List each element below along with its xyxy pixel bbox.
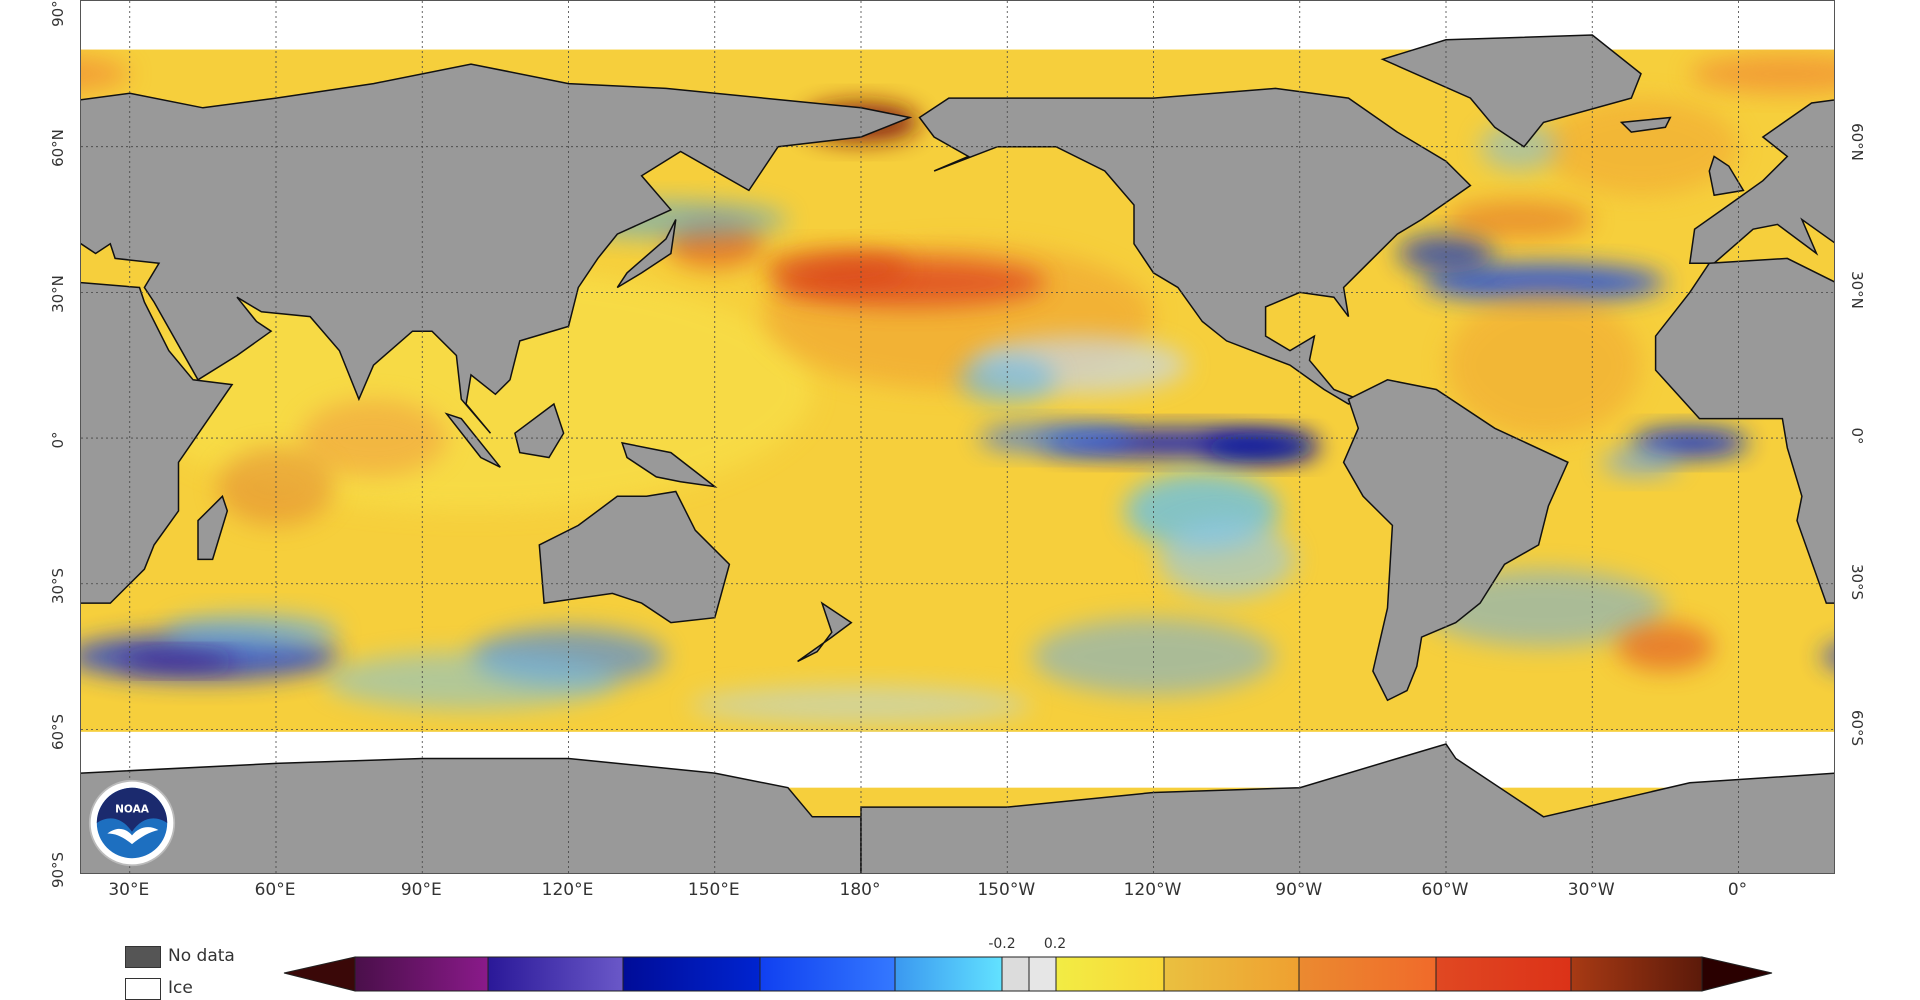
land-eurasia xyxy=(81,63,913,434)
colorbar-segment xyxy=(1570,956,1703,992)
colorbar-segment xyxy=(894,956,1003,992)
anomaly-patch xyxy=(1158,520,1295,599)
colorbar-segment xyxy=(622,956,761,992)
lat-label-90s: 90°S xyxy=(49,851,67,889)
anomaly-patch xyxy=(81,57,130,91)
lon-label: 120°E xyxy=(541,880,594,900)
lon-label: 90°E xyxy=(400,880,442,900)
land-eurasia xyxy=(1688,99,1834,264)
land-africa xyxy=(81,281,234,604)
map-canvas xyxy=(81,1,1834,873)
colorbar-segment xyxy=(1435,956,1572,992)
anomaly-patch xyxy=(300,399,447,477)
legend-label-no-data: No data xyxy=(168,946,235,966)
sst-anomaly-map xyxy=(80,0,1835,874)
land-newguinea xyxy=(620,441,718,488)
lat-label-60s: 60°S xyxy=(49,713,67,751)
lat-label-30s: 30°S xyxy=(49,567,67,605)
colorbar-over-arrow xyxy=(1701,956,1773,992)
anomaly-patch xyxy=(1446,200,1593,239)
land-japan xyxy=(616,219,677,289)
anomaly-patch xyxy=(120,651,237,672)
land-borneo xyxy=(514,402,565,459)
anomaly-patch xyxy=(1616,622,1715,672)
anomaly-patch xyxy=(690,685,1032,725)
land-sumatra xyxy=(444,412,501,468)
lat-label-0: 0° xyxy=(49,431,67,449)
colorbar-segment xyxy=(1298,956,1437,992)
colorbar-tick-neg-0-2: -0.2 xyxy=(988,936,1016,952)
noaa-logo: NOAA xyxy=(88,779,176,867)
anomaly-patch xyxy=(1602,447,1680,477)
lat-label-right-60n: 60°N xyxy=(1848,123,1866,161)
land-madagascar xyxy=(197,494,229,561)
lon-label: 90°W xyxy=(1275,880,1323,900)
land-southamerica xyxy=(1342,379,1569,702)
colorbar xyxy=(283,956,1773,992)
anomaly-patch xyxy=(1689,54,1834,94)
land-newzealand xyxy=(797,601,853,663)
land-greenland xyxy=(1380,34,1642,148)
colorbar-under-arrow xyxy=(283,956,356,992)
land-masses xyxy=(81,34,1834,873)
land-antarctica xyxy=(860,743,1834,873)
anomaly-patch xyxy=(958,355,1056,405)
lon-label: 30°E xyxy=(108,880,150,900)
anomaly-patch xyxy=(324,651,618,710)
anomaly-patch xyxy=(1397,234,1495,273)
lon-label: 60°W xyxy=(1421,880,1469,900)
lat-label-90n: 90°N xyxy=(49,0,67,27)
colorbar-segment xyxy=(1055,956,1165,992)
anomaly-patch xyxy=(1480,122,1559,171)
legend-swatch-ice xyxy=(125,978,161,1000)
colorbar-tick-0-2: 0.2 xyxy=(1043,936,1067,952)
legend-label-ice: Ice xyxy=(168,978,193,998)
land-africa xyxy=(1654,257,1834,604)
lat-label-right-30n: 30°N xyxy=(1848,271,1866,309)
anomaly-patch xyxy=(1202,433,1320,463)
lon-label: 60°E xyxy=(254,880,296,900)
lon-label: 30°W xyxy=(1567,880,1615,900)
colorbar-segment xyxy=(759,956,896,992)
lat-label-right-60s: 60°S xyxy=(1848,709,1866,747)
lat-label-right-0: 0° xyxy=(1848,427,1866,445)
lat-label-right-30s: 30°S xyxy=(1848,563,1866,601)
legend-swatch-no-data xyxy=(125,946,161,968)
land-northamerica xyxy=(918,87,1472,405)
lon-label: 150°E xyxy=(687,880,740,900)
lon-label: 120°W xyxy=(1123,880,1182,900)
colorbar-segment xyxy=(1001,956,1030,992)
lon-label: 180° xyxy=(839,880,881,900)
lon-label: 150°W xyxy=(977,880,1036,900)
colorbar-segment xyxy=(1163,956,1300,992)
anomaly-patch xyxy=(763,248,910,288)
colorbar-segment xyxy=(487,956,624,992)
lon-label: 0° xyxy=(1727,880,1748,900)
graticule xyxy=(81,1,1834,873)
anomaly-patch xyxy=(163,612,340,652)
lat-label-30n: 30°N xyxy=(49,275,67,313)
anomaly-patch xyxy=(1821,646,1834,667)
land-australia xyxy=(538,490,731,624)
colorbar-segment xyxy=(354,956,489,992)
lat-label-60n: 60°N xyxy=(49,129,67,167)
noaa-logo-text: NOAA xyxy=(115,803,150,815)
land-iceland xyxy=(1619,116,1672,133)
colorbar-segment xyxy=(1028,956,1057,992)
